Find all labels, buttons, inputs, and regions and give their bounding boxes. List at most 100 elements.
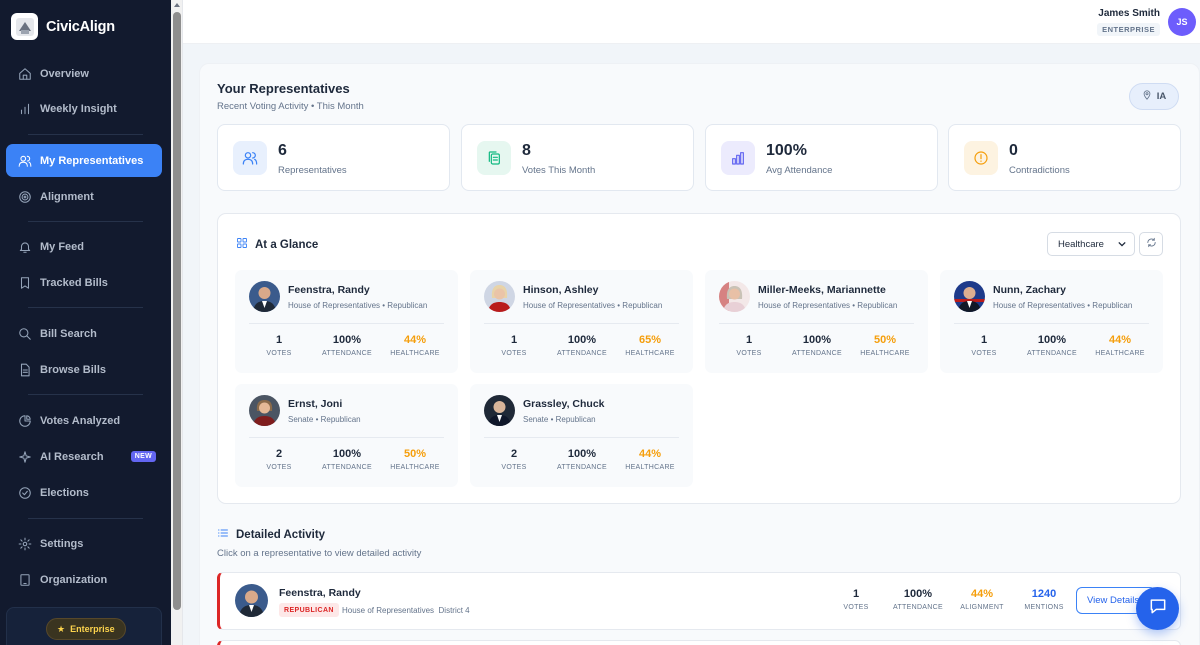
stat-value: 1 (852, 588, 860, 600)
sparkle-icon (18, 450, 32, 464)
stat-label: VOTES (266, 464, 292, 471)
plan-label: Enterprise (70, 624, 115, 634)
rep-photo (719, 281, 750, 312)
rep-votes: 1 VOTES (949, 334, 1019, 357)
sidebar-scrollbar[interactable] (171, 0, 183, 645)
sidebar-item-alignment[interactable]: Alignment (6, 180, 162, 213)
rep-votes: 2 VOTES (244, 448, 314, 471)
new-badge: NEW (130, 451, 156, 462)
stat-value: 1 (745, 334, 753, 346)
clipboard-icon (477, 141, 511, 175)
sidebar-item-bill-search[interactable]: Bill Search (6, 317, 162, 350)
civicalign-logo (11, 13, 38, 40)
stat-value: 1240 (1031, 588, 1057, 600)
stat-label: VOTES (501, 350, 527, 357)
rep-meta: House of Representatives • Republican (288, 301, 428, 310)
stat-label: ATTENDANCE (893, 604, 943, 611)
rep-topic-score: 50% HEALTHCARE (850, 334, 920, 357)
divider (249, 437, 444, 438)
rep-card[interactable]: Nunn, Zachary House of Representatives •… (940, 270, 1163, 373)
detailed-activity-header: Detailed Activity (217, 527, 325, 542)
sidebar-item-label: Tracked Bills (40, 276, 108, 289)
sidebar-item-ai-research[interactable]: AI Research NEW (6, 440, 162, 473)
bookmark-icon (18, 276, 32, 290)
sidebar-item-browse-bills[interactable]: Browse Bills (6, 353, 162, 386)
sidebar-item-label: Votes Analyzed (40, 414, 121, 427)
rep-card[interactable]: Miller-Meeks, Mariannette House of Repre… (705, 270, 928, 373)
bar-chart-icon (721, 141, 755, 175)
rep-card[interactable]: Grassley, Chuck Senate • Republican 2 VOT… (470, 384, 693, 487)
rep-photo (235, 584, 268, 617)
sidebar-item-votes-analyzed[interactable]: Votes Analyzed (6, 404, 162, 437)
rep-card[interactable]: Ernst, Joni Senate • Republican 2 VOTES 1… (235, 384, 458, 487)
act-votes: 1 VOTES (825, 588, 887, 611)
rep-meta: House of Representatives • Republican (758, 301, 898, 310)
party-badge: REPUBLICAN (279, 603, 339, 617)
stat-label: VOTES (266, 350, 292, 357)
sidebar-item-tracked-bills[interactable]: Tracked Bills (6, 266, 162, 299)
glance-header: At a Glance (236, 237, 318, 252)
activity-row[interactable]: Feenstra, Randy REPUBLICAN House of Repr… (217, 572, 1181, 630)
sidebar-item-settings[interactable]: Settings (6, 527, 162, 560)
avatar[interactable]: JS (1168, 8, 1196, 36)
star-icon: ★ (57, 623, 66, 634)
check-circle-icon (18, 486, 32, 500)
grid-icon (236, 237, 248, 252)
refresh-button[interactable] (1139, 232, 1163, 256)
sidebar-item-elections[interactable]: Elections (6, 476, 162, 509)
act-attendance: 100% ATTENDANCE (887, 588, 949, 611)
sidebar-item-my-representatives[interactable]: My Representatives (6, 144, 162, 177)
scroll-up-arrow[interactable] (174, 3, 180, 7)
chat-button[interactable] (1136, 587, 1179, 630)
stat-value: 1 (275, 334, 283, 346)
stat-value: 50% (873, 334, 897, 346)
rep-votes: 2 VOTES (479, 448, 549, 471)
enterprise-plan-badge[interactable]: ★ Enterprise (46, 618, 126, 640)
chat-icon (1148, 596, 1168, 621)
bell-icon (18, 240, 32, 254)
rep-topic-score: 44% HEALTHCARE (1085, 334, 1155, 357)
stat-value: 100% (332, 448, 362, 460)
sidebar-item-overview[interactable]: Overview (6, 57, 162, 90)
sidebar-item-label: Alignment (40, 190, 94, 203)
rep-card[interactable]: Hinson, Ashley House of Representatives … (470, 270, 693, 373)
stat-value: 1 (980, 334, 988, 346)
rep-photo (484, 281, 515, 312)
stat-label: ATTENDANCE (322, 464, 372, 471)
pie-chart-icon (18, 414, 32, 428)
sidebar-item-label: Organization (40, 573, 108, 586)
stat-card-contradictions: 0 Contradictions (948, 124, 1181, 191)
sidebar-item-weekly-insight[interactable]: Weekly Insight (6, 92, 162, 125)
divider (28, 221, 143, 222)
stat-label: ATTENDANCE (557, 464, 607, 471)
rep-meta: House of Representatives • Republican (993, 301, 1133, 310)
refresh-icon (1146, 235, 1157, 253)
rep-meta: Senate • Republican (288, 415, 361, 424)
scrollbar-thumb[interactable] (173, 12, 181, 610)
divider (28, 394, 143, 395)
stat-value: 44% (1108, 334, 1132, 346)
divider (954, 323, 1149, 324)
stat-value: 2 (275, 448, 283, 460)
district: District 4 (438, 606, 470, 615)
rep-attendance: 100% ATTENDANCE (1017, 334, 1087, 357)
topic-select[interactable]: Healthcare (1047, 232, 1135, 256)
divider (719, 323, 914, 324)
activity-row[interactable] (217, 640, 1181, 645)
state-label: IA (1156, 91, 1167, 102)
rep-card[interactable]: Feenstra, Randy House of Representatives… (235, 270, 458, 373)
brand[interactable]: CivicAlign (11, 13, 115, 40)
user-plan-badge: ENTERPRISE (1097, 23, 1160, 36)
divider (484, 323, 679, 324)
rep-photo (249, 395, 280, 426)
sidebar-item-organization[interactable]: Organization (6, 563, 162, 596)
stat-label: ATTENDANCE (1027, 350, 1077, 357)
divider (484, 437, 679, 438)
divider (28, 307, 143, 308)
rep-attendance: 100% ATTENDANCE (312, 448, 382, 471)
state-selector[interactable]: IA (1129, 83, 1179, 110)
rep-topic-score: 44% HEALTHCARE (380, 334, 450, 357)
app-name: CivicAlign (46, 18, 115, 35)
sidebar-item-my-feed[interactable]: My Feed (6, 230, 162, 263)
page-title: Your Representatives (217, 81, 350, 96)
